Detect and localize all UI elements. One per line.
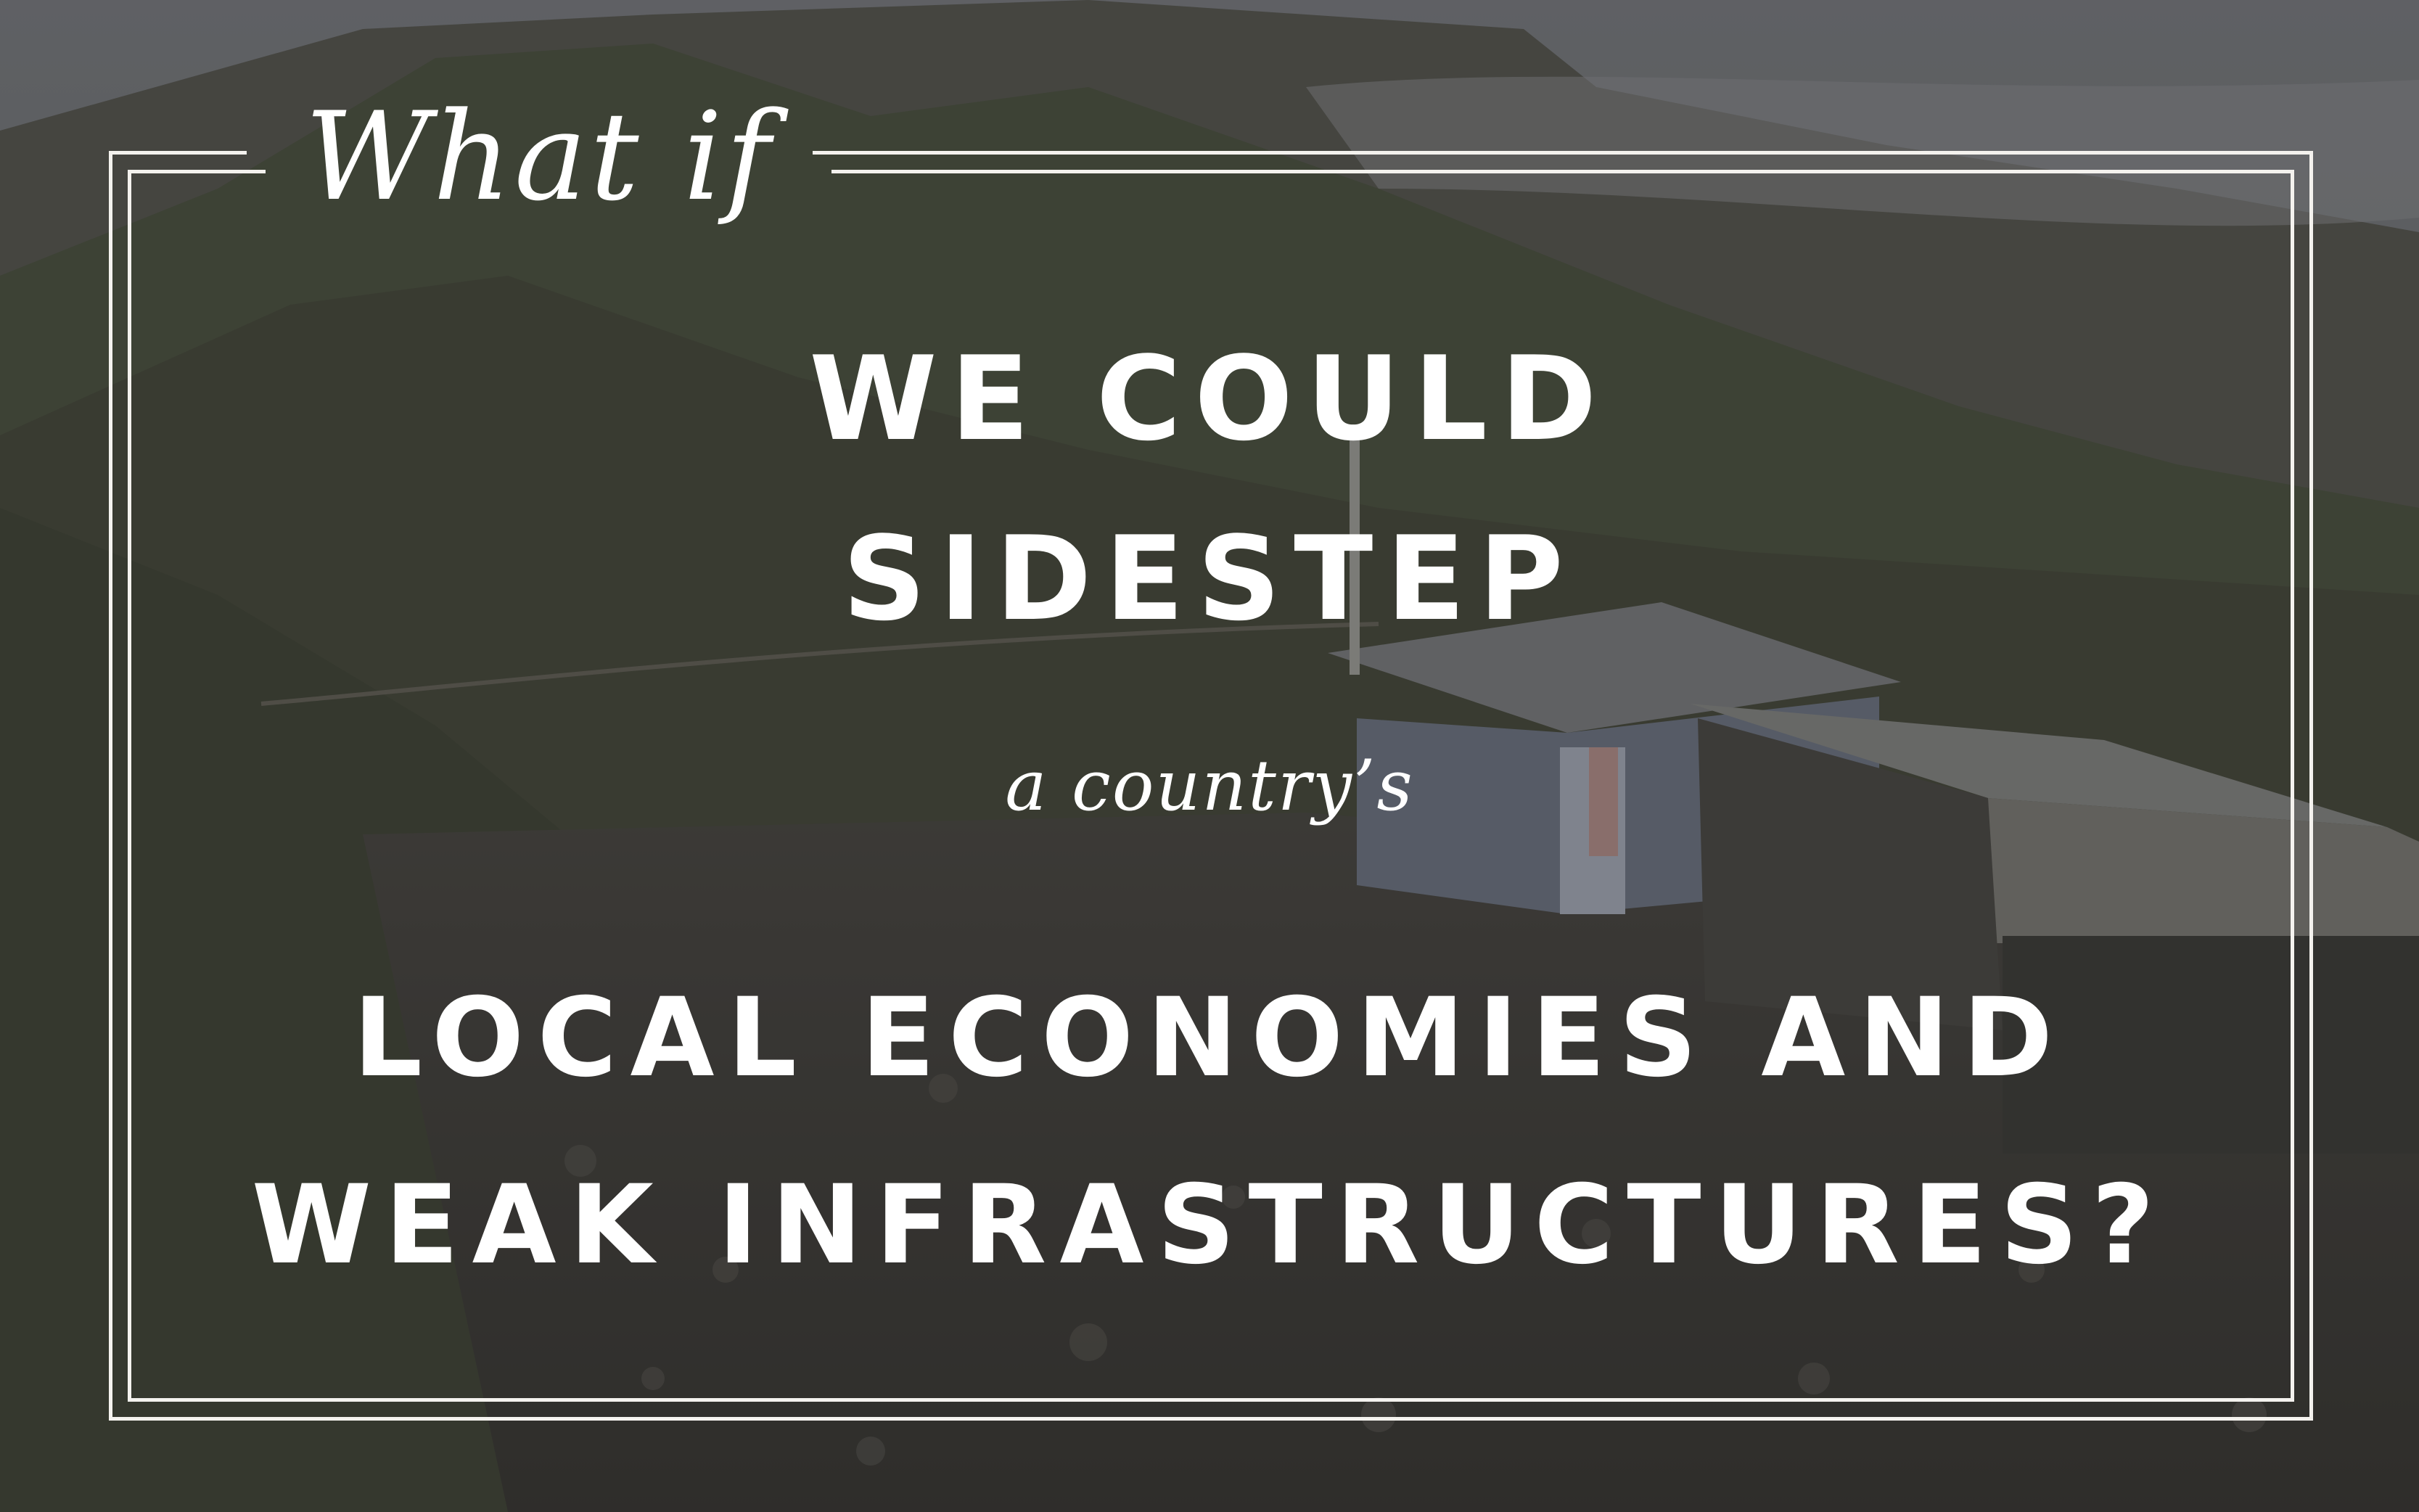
headline-line-4: WEAK INFRASTRUCTURES? <box>251 1162 2168 1289</box>
headline-line-3: LOCAL ECONOMIES AND <box>353 975 2066 1101</box>
headline-line-1: WE COULD <box>809 331 1610 467</box>
intro-script-text: What if <box>305 86 773 228</box>
frame-outer-border <box>109 151 2313 1421</box>
frame-inner-border <box>128 170 2294 1402</box>
headline-line-2: SIDESTEP <box>842 511 1577 646</box>
connector-script-text: a country’s <box>1005 745 1414 826</box>
